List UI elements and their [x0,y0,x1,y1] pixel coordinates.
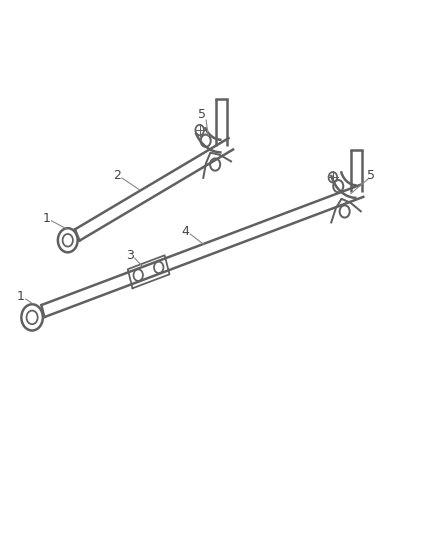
Text: 1: 1 [17,290,25,303]
Text: 5: 5 [367,169,374,182]
Text: 4: 4 [182,225,190,238]
Text: 5: 5 [198,108,206,122]
Text: 2: 2 [113,169,121,182]
Text: 3: 3 [127,249,134,262]
Text: 1: 1 [42,212,50,225]
